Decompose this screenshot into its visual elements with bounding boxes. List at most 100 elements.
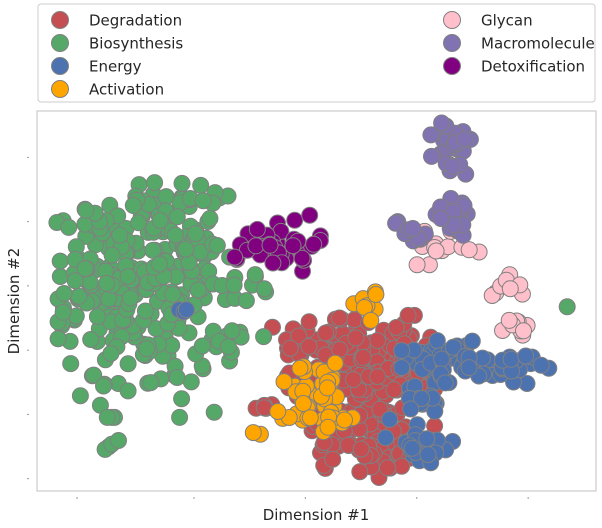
data-points	[48, 114, 576, 486]
point-biosynthesis	[168, 208, 186, 226]
point-energy	[381, 410, 399, 428]
point-biosynthesis	[130, 214, 148, 232]
point-biosynthesis	[177, 240, 195, 258]
point-detoxification	[248, 220, 266, 238]
point-macromolecule	[456, 130, 474, 148]
legend-label-biosynthesis: Biosynthesis	[89, 35, 183, 53]
legend-marker-activation	[51, 80, 69, 98]
legend-marker-degradation	[51, 11, 69, 29]
point-biosynthesis	[142, 374, 160, 392]
point-glycan	[427, 242, 445, 260]
point-biosynthesis	[255, 280, 273, 298]
point-biosynthesis	[246, 266, 264, 284]
legend-label-activation: Activation	[89, 81, 164, 99]
point-degradation	[300, 313, 318, 331]
point-biosynthesis	[124, 197, 142, 214]
point-biosynthesis	[54, 303, 72, 321]
legend-marker-energy	[51, 57, 69, 75]
series-biosynthesis	[48, 174, 576, 458]
point-degradation	[300, 337, 318, 355]
point-biosynthesis	[119, 355, 137, 373]
point-biosynthesis	[558, 298, 576, 316]
point-glycan	[500, 311, 518, 329]
point-biosynthesis	[151, 212, 169, 229]
legend-label-energy: Energy	[89, 58, 142, 76]
point-biosynthesis	[76, 260, 94, 278]
point-biosynthesis	[171, 408, 189, 426]
point-biosynthesis	[237, 292, 255, 310]
point-activation	[362, 311, 380, 329]
legend-marker-biosynthesis	[51, 34, 69, 52]
point-biosynthesis	[173, 390, 191, 408]
point-biosynthesis	[189, 281, 207, 299]
point-degradation	[369, 332, 386, 349]
point-degradation	[352, 440, 370, 458]
point-energy	[502, 350, 520, 368]
series-activation	[244, 283, 385, 443]
point-glycan	[501, 280, 519, 298]
point-biosynthesis	[138, 340, 156, 358]
point-biosynthesis	[85, 366, 103, 384]
point-biosynthesis	[225, 276, 243, 294]
point-macromolecule	[422, 126, 440, 144]
point-degradation	[281, 339, 299, 357]
point-biosynthesis	[173, 174, 191, 192]
point-energy	[377, 429, 395, 447]
point-degradation	[385, 381, 403, 399]
point-activation	[244, 424, 262, 442]
series-macromolecule	[387, 114, 479, 250]
point-energy	[460, 359, 478, 377]
point-biosynthesis	[98, 274, 116, 292]
legend-label-detoxification: Detoxification	[481, 58, 585, 76]
point-degradation	[379, 459, 396, 477]
point-biosynthesis	[166, 226, 184, 244]
point-detoxification	[247, 237, 265, 255]
point-biosynthesis	[77, 201, 95, 219]
point-biosynthesis	[51, 268, 69, 285]
point-detoxification	[261, 236, 279, 254]
point-biosynthesis	[70, 287, 88, 305]
point-detoxification	[226, 248, 244, 266]
point-degradation	[290, 327, 308, 345]
point-energy	[393, 342, 411, 360]
point-energy	[532, 356, 550, 374]
legend-label-glycan: Glycan	[481, 12, 533, 30]
point-biosynthesis	[205, 403, 223, 421]
point-macromolecule	[423, 147, 440, 165]
point-biosynthesis	[119, 382, 137, 400]
point-detoxification	[305, 235, 323, 253]
point-energy	[177, 301, 195, 319]
point-biosynthesis	[82, 331, 100, 348]
point-energy	[436, 374, 454, 392]
point-degradation	[354, 348, 372, 366]
point-degradation	[331, 309, 348, 327]
point-biosynthesis	[255, 328, 273, 346]
point-biosynthesis	[194, 192, 212, 210]
point-energy	[403, 439, 421, 457]
point-degradation	[347, 329, 365, 347]
point-detoxification	[301, 206, 319, 224]
point-detoxification	[293, 249, 311, 267]
point-biosynthesis	[192, 176, 210, 194]
series-detoxification	[226, 206, 329, 280]
point-biosynthesis	[110, 432, 127, 449]
point-energy	[413, 390, 431, 407]
point-activation	[319, 418, 337, 436]
point-energy	[402, 400, 420, 418]
point-macromolecule	[404, 220, 422, 237]
point-activation	[291, 359, 309, 377]
point-biosynthesis	[193, 337, 211, 355]
point-activation	[294, 395, 312, 412]
point-biosynthesis	[121, 289, 139, 307]
point-biosynthesis	[208, 237, 226, 254]
point-degradation	[324, 450, 342, 468]
point-glycan	[515, 322, 532, 340]
legend-label-macromolecule: Macromolecule	[481, 35, 595, 53]
point-biosynthesis	[168, 369, 186, 386]
point-energy	[463, 332, 481, 350]
legend-marker-detoxification	[443, 57, 461, 75]
point-degradation	[317, 324, 335, 342]
point-biosynthesis	[146, 174, 164, 192]
x-axis-label: Dimension #1	[263, 506, 370, 524]
point-activation	[269, 403, 287, 420]
